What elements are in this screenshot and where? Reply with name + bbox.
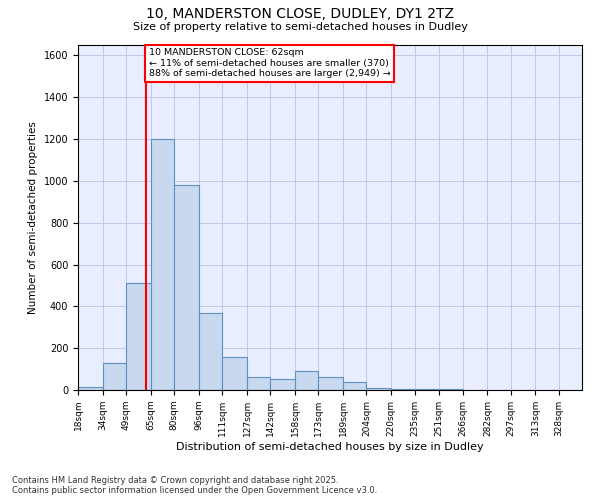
Text: 10 MANDERSTON CLOSE: 62sqm
← 11% of semi-detached houses are smaller (370)
88% o: 10 MANDERSTON CLOSE: 62sqm ← 11% of semi… bbox=[149, 48, 391, 78]
Bar bbox=[103, 363, 126, 390]
Bar bbox=[270, 378, 295, 390]
Bar bbox=[151, 139, 174, 390]
Bar bbox=[415, 389, 439, 390]
Bar bbox=[199, 312, 222, 390]
Bar bbox=[343, 382, 367, 390]
Bar bbox=[174, 185, 199, 390]
Bar bbox=[391, 389, 415, 390]
Bar bbox=[222, 356, 247, 390]
Text: Contains HM Land Registry data © Crown copyright and database right 2025.
Contai: Contains HM Land Registry data © Crown c… bbox=[12, 476, 377, 495]
Y-axis label: Number of semi-detached properties: Number of semi-detached properties bbox=[28, 121, 38, 314]
Bar bbox=[126, 284, 151, 390]
Bar bbox=[367, 388, 391, 390]
Bar bbox=[295, 371, 319, 390]
Text: 10, MANDERSTON CLOSE, DUDLEY, DY1 2TZ: 10, MANDERSTON CLOSE, DUDLEY, DY1 2TZ bbox=[146, 8, 454, 22]
Bar bbox=[78, 387, 103, 390]
X-axis label: Distribution of semi-detached houses by size in Dudley: Distribution of semi-detached houses by … bbox=[176, 442, 484, 452]
Bar bbox=[319, 378, 343, 390]
Text: Size of property relative to semi-detached houses in Dudley: Size of property relative to semi-detach… bbox=[133, 22, 467, 32]
Bar bbox=[247, 378, 270, 390]
